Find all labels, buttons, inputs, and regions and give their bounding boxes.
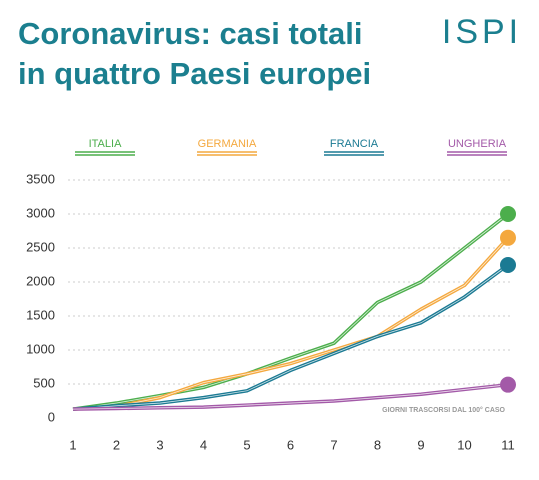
x-tick-label: 1 [69,437,76,452]
chart-title: Coronavirus: casi totali [18,16,363,51]
y-tick-label: 2500 [26,239,55,254]
x-tick-label: 11 [501,437,515,452]
series-line-highlight [72,264,509,410]
x-tick-label: 8 [374,437,381,452]
series-line [72,263,510,411]
series-line-highlight [72,384,509,410]
x-tick-label: 5 [243,437,250,452]
series-line-highlight [72,237,509,410]
y-tick-label: 0 [48,409,55,424]
y-tick-label: 1000 [26,341,55,356]
y-tick-label: 1500 [26,307,55,322]
x-tick-label: 3 [156,437,163,452]
annotation: GIORNI TRASCORSI DAL 100° CASO [382,406,505,414]
legend-label: GERMANIA [198,138,257,150]
end-marker [500,206,516,222]
end-marker [500,376,516,393]
legend-label: FRANCIA [330,138,379,150]
end-marker [500,257,516,273]
y-tick-label: 500 [33,375,55,390]
end-marker [500,229,516,246]
x-tick-label: 4 [200,437,207,452]
y-tick-label: 3500 [26,171,55,186]
y-tick-label: 3000 [26,205,55,220]
x-tick-label: 9 [417,437,424,452]
logo: ISPI [442,13,522,51]
x-tick-label: 2 [113,437,120,452]
x-tick-label: 10 [457,437,471,452]
series-line-highlight [72,213,509,410]
chart-title: in quattro Paesi europei [18,56,371,91]
legend-label: ITALIA [89,138,122,150]
y-tick-label: 2000 [26,273,55,288]
legend-label: UNGHERIA [448,138,507,150]
x-tick-label: 6 [287,437,294,452]
x-tick-label: 7 [330,437,337,452]
